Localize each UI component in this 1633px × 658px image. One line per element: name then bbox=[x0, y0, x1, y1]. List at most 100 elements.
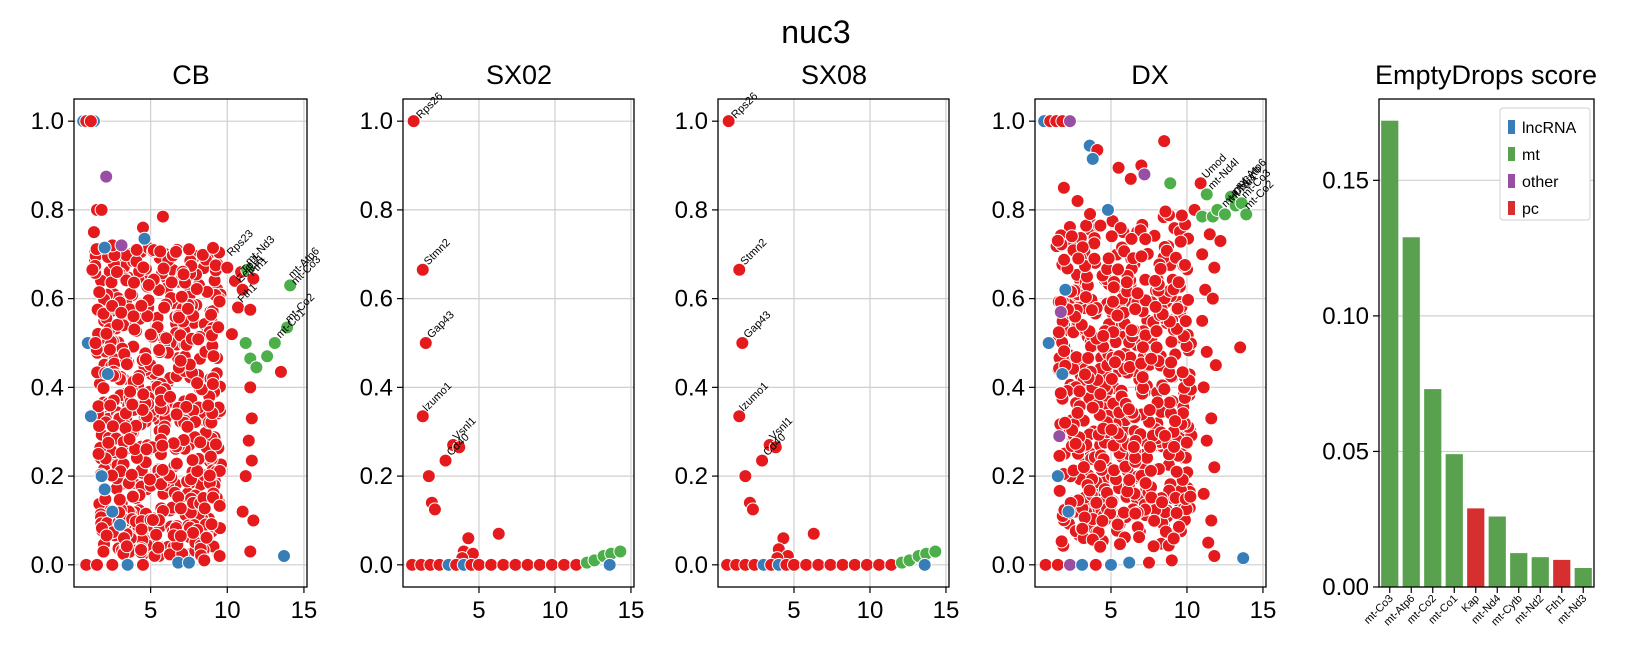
dense-point bbox=[140, 309, 155, 324]
data-point bbox=[1208, 358, 1223, 373]
data-point bbox=[859, 557, 874, 572]
dense-point bbox=[185, 453, 200, 468]
y-tick-label: 0.2 bbox=[675, 463, 708, 490]
x-tick-label: 10 bbox=[1174, 597, 1201, 624]
dense-point bbox=[186, 525, 201, 540]
data-point bbox=[415, 262, 430, 277]
data-point bbox=[1195, 247, 1210, 262]
bar bbox=[1445, 454, 1463, 587]
y-tick-label: 0.0 bbox=[992, 552, 1025, 579]
data-point bbox=[532, 557, 547, 572]
y-tick-label: 0.0 bbox=[675, 552, 708, 579]
data-point bbox=[1201, 535, 1216, 550]
y-tick-label: 0.6 bbox=[675, 286, 708, 313]
dense-point bbox=[112, 492, 127, 507]
y-tick-label: 1.0 bbox=[360, 108, 393, 135]
dense-point bbox=[176, 267, 191, 282]
dense-point bbox=[1169, 464, 1184, 479]
dense-point bbox=[1153, 261, 1168, 276]
gene-label: Rps26 bbox=[414, 90, 445, 121]
dense-point bbox=[1168, 414, 1183, 429]
dense-point bbox=[129, 242, 144, 257]
data-point bbox=[544, 557, 559, 572]
dense-point bbox=[99, 528, 114, 543]
dense-point bbox=[155, 438, 170, 453]
dense-point bbox=[159, 331, 174, 346]
dense-point bbox=[99, 326, 114, 341]
data-point bbox=[1038, 557, 1053, 572]
dense-point bbox=[1130, 286, 1145, 301]
y-tick-label: 0.6 bbox=[360, 286, 393, 313]
dense-point bbox=[1113, 220, 1128, 235]
dense-point bbox=[1084, 303, 1099, 318]
data-point bbox=[1207, 548, 1222, 563]
dense-point bbox=[208, 258, 223, 273]
data-point bbox=[415, 409, 430, 424]
dense-point bbox=[1143, 440, 1158, 455]
dense-point bbox=[151, 363, 166, 378]
dense-point bbox=[96, 544, 111, 559]
data-point bbox=[283, 278, 298, 293]
dense-point bbox=[208, 437, 223, 452]
dense-point bbox=[189, 281, 204, 296]
dense-point bbox=[126, 309, 141, 324]
bar bbox=[1424, 389, 1442, 587]
data-point bbox=[97, 482, 112, 497]
data-point bbox=[1052, 429, 1067, 444]
data-point bbox=[86, 225, 101, 240]
data-point bbox=[1053, 304, 1068, 319]
legend-swatch bbox=[1508, 147, 1515, 161]
dense-point bbox=[143, 327, 158, 342]
data-point bbox=[484, 557, 499, 572]
dense-point bbox=[206, 240, 221, 255]
data-point bbox=[1204, 513, 1219, 528]
data-point bbox=[212, 548, 227, 563]
dense-point bbox=[125, 397, 140, 412]
data-point bbox=[721, 114, 736, 129]
dense-point bbox=[122, 432, 137, 447]
dense-point bbox=[190, 376, 205, 391]
dense-point bbox=[134, 542, 149, 557]
dense-point bbox=[173, 353, 188, 368]
dense-point bbox=[1134, 249, 1149, 264]
data-point bbox=[89, 557, 104, 572]
dense-point bbox=[173, 501, 188, 516]
dense-point bbox=[1148, 299, 1163, 314]
dense-point bbox=[1058, 415, 1073, 430]
dense-point bbox=[1057, 344, 1072, 359]
data-point bbox=[421, 469, 436, 484]
data-point bbox=[735, 336, 750, 350]
points-sx08 bbox=[720, 114, 943, 572]
x-tick-label: 10 bbox=[214, 597, 241, 624]
dense-point bbox=[163, 389, 178, 404]
dense-point bbox=[1105, 294, 1120, 309]
data-point bbox=[112, 517, 127, 532]
dense-point bbox=[1126, 439, 1141, 454]
dense-point bbox=[1174, 208, 1189, 223]
dense-point bbox=[1135, 340, 1150, 355]
dense-point bbox=[1175, 365, 1190, 380]
data-point bbox=[1111, 160, 1126, 175]
dense-point bbox=[92, 285, 107, 300]
data-point bbox=[1198, 282, 1213, 297]
dense-point bbox=[1112, 537, 1127, 552]
y-tick-label: 0.15 bbox=[1322, 167, 1369, 194]
dense-point bbox=[1122, 473, 1137, 488]
data-point bbox=[114, 238, 129, 253]
panel-cb: CB Rps23mt-Nd3Tpt1Fth1Eef1a1Fth1mt-Atp6m… bbox=[31, 60, 324, 624]
data-point bbox=[1239, 207, 1254, 222]
dense-point bbox=[1164, 334, 1179, 349]
dense-point bbox=[169, 244, 184, 259]
dense-point bbox=[1155, 495, 1170, 510]
dense-point bbox=[206, 349, 221, 364]
data-point bbox=[1193, 176, 1208, 191]
data-point bbox=[100, 367, 115, 382]
legend-label: other bbox=[1522, 174, 1559, 191]
dense-point bbox=[103, 398, 118, 413]
data-point bbox=[1164, 553, 1179, 568]
dense-point bbox=[142, 472, 157, 487]
data-point bbox=[1236, 551, 1251, 566]
data-point bbox=[238, 336, 253, 350]
data-point bbox=[732, 409, 747, 424]
dense-point bbox=[134, 522, 149, 537]
